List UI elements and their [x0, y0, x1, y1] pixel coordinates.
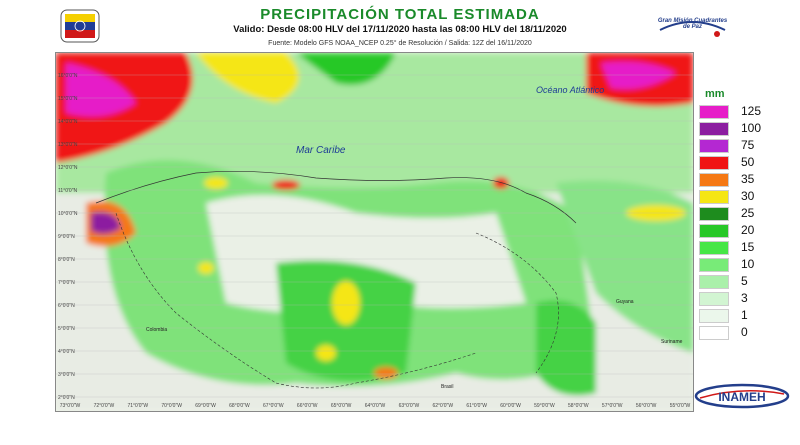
legend-label: 10	[741, 257, 755, 271]
longitude-ticks: 73°0'0"W 72°0'0"W 71°0'0"W 70°0'0"W 69°0'0"W…	[60, 403, 691, 409]
latitude-tick-label: 3°0'0"N	[58, 372, 75, 378]
longitude-tick-label: 66°0'0"W	[297, 403, 318, 409]
legend-swatch	[699, 326, 729, 340]
legend-row: 100	[699, 121, 784, 136]
longitude-tick-label: 62°0'0"W	[432, 403, 453, 409]
longitude-tick-label: 64°0'0"W	[365, 403, 386, 409]
legend-label: 30	[741, 189, 755, 203]
country-label-colombia: Colombia	[146, 327, 167, 333]
ocean-label: Océano Atlántico	[536, 85, 604, 95]
longitude-tick-label: 67°0'0"W	[263, 403, 284, 409]
latitude-tick-label: 2°0'0"N	[58, 395, 75, 401]
cuadrantes-de-paz-logo: Gran Misión Cuadrantes de Paz	[655, 12, 730, 42]
legend-swatch	[699, 292, 729, 306]
legend-label: 15	[741, 240, 755, 254]
legend-label: 3	[741, 291, 748, 305]
latitude-tick-label: 7°0'0"N	[58, 280, 75, 286]
longitude-tick-label: 56°0'0"W	[636, 403, 657, 409]
legend-row: 1	[699, 308, 784, 323]
legend-unit: mm	[705, 88, 725, 100]
legend-label: 35	[741, 172, 755, 186]
latitude-ticks: 16°0'0"N 15°0'0"N 14°0'0"N 13°0'0"N 12°0'0"N…	[58, 73, 78, 401]
legend-swatch	[699, 207, 729, 221]
legend-label: 100	[741, 121, 762, 135]
map-title: PRECIPITACIÓN TOTAL ESTIMADA	[260, 6, 540, 23]
legend-row: 75	[699, 138, 784, 153]
legend-label: 0	[741, 325, 748, 339]
sea-label: Mar Caribe	[296, 145, 346, 156]
precipitation-map: Mar Caribe Océano Atlántico Colombia Bra…	[55, 52, 694, 412]
legend-row: 25	[699, 206, 784, 221]
legend-label: 5	[741, 274, 748, 288]
inameh-logo: INAMEH	[694, 383, 790, 409]
legend-row: 3	[699, 291, 784, 306]
legend-label: 20	[741, 223, 755, 237]
latitude-tick-label: 4°0'0"N	[58, 349, 75, 355]
map-canvas: Mar Caribe Océano Atlántico Colombia Bra…	[56, 53, 693, 411]
legend-row: 10	[699, 257, 784, 272]
legend-swatch	[699, 258, 729, 272]
legend-row: 0	[699, 325, 784, 340]
country-label-guyana: Guyana	[616, 299, 634, 305]
legend-swatch	[699, 122, 729, 136]
data-source: Fuente: Modelo GFS NOAA_NCEP 0.25° de Re…	[268, 40, 532, 47]
longitude-tick-label: 68°0'0"W	[229, 403, 250, 409]
longitude-tick-label: 55°0'0"W	[670, 403, 691, 409]
latitude-tick-label: 12°0'0"N	[58, 165, 78, 171]
longitude-tick-label: 72°0'0"W	[94, 403, 115, 409]
legend-label: 75	[741, 138, 755, 152]
latitude-tick-label: 10°0'0"N	[58, 211, 78, 217]
latitude-tick-label: 16°0'0"N	[58, 73, 78, 79]
legend-row: 125	[699, 104, 784, 119]
longitude-tick-label: 70°0'0"W	[161, 403, 182, 409]
legend-label: 1	[741, 308, 748, 322]
legend-row: 50	[699, 155, 784, 170]
longitude-tick-label: 57°0'0"W	[602, 403, 623, 409]
latitude-tick-label: 11°0'0"N	[58, 188, 77, 194]
legend-swatch	[699, 190, 729, 204]
latitude-tick-label: 8°0'0"N	[58, 257, 75, 263]
legend-row: 30	[699, 189, 784, 204]
legend-row: 20	[699, 223, 784, 238]
legend-swatch	[699, 173, 729, 187]
legend-row: 15	[699, 240, 784, 255]
longitude-tick-label: 73°0'0"W	[60, 403, 81, 409]
longitude-tick-label: 71°0'0"W	[127, 403, 148, 409]
header: PRECIPITACIÓN TOTAL ESTIMADA Valido: Des…	[0, 0, 800, 52]
longitude-tick-label: 65°0'0"W	[331, 403, 352, 409]
longitude-tick-label: 60°0'0"W	[500, 403, 521, 409]
country-label-brasil: Brasil	[441, 384, 454, 390]
legend-label: 125	[741, 104, 762, 118]
cuadrantes-logo-text: Gran Misión Cuadrantes de Paz	[657, 18, 728, 30]
legend-swatch	[699, 275, 729, 289]
cuadrantes-logo-icon	[659, 21, 726, 37]
latitude-tick-label: 9°0'0"N	[58, 234, 75, 240]
longitude-tick-label: 59°0'0"W	[534, 403, 555, 409]
legend-label: 25	[741, 206, 755, 220]
latitude-tick-label: 15°0'0"N	[58, 96, 78, 102]
legend-swatch	[699, 241, 729, 255]
legend-swatch	[699, 309, 729, 323]
latitude-tick-label: 14°0'0"N	[58, 119, 78, 125]
longitude-tick-label: 58°0'0"W	[568, 403, 589, 409]
longitude-tick-label: 63°0'0"W	[399, 403, 420, 409]
legend-label: 50	[741, 155, 755, 169]
latitude-tick-label: 6°0'0"N	[58, 303, 75, 309]
longitude-tick-label: 61°0'0"W	[466, 403, 487, 409]
longitude-tick-label: 69°0'0"W	[195, 403, 216, 409]
validity-period: Valido: Desde 08:00 HLV del 17/11/2020 h…	[233, 24, 567, 35]
legend-row: 5	[699, 274, 784, 289]
inameh-logo-text: INAMEH	[718, 390, 765, 404]
legend-swatch	[699, 105, 729, 119]
latitude-tick-label: 13°0'0"N	[58, 142, 78, 148]
legend-row: 35	[699, 172, 784, 187]
country-label-suriname: Suriname	[661, 339, 683, 345]
legend-swatch	[699, 139, 729, 153]
legend-swatch	[699, 156, 729, 170]
latitude-tick-label: 5°0'0"N	[58, 326, 75, 332]
legend-swatch	[699, 224, 729, 238]
precipitation-legend: mm 125 100 75 50 35 30 25 20 15 10 5 3 1 0	[697, 88, 787, 340]
venezuela-coat-of-arms-logo	[60, 9, 100, 43]
